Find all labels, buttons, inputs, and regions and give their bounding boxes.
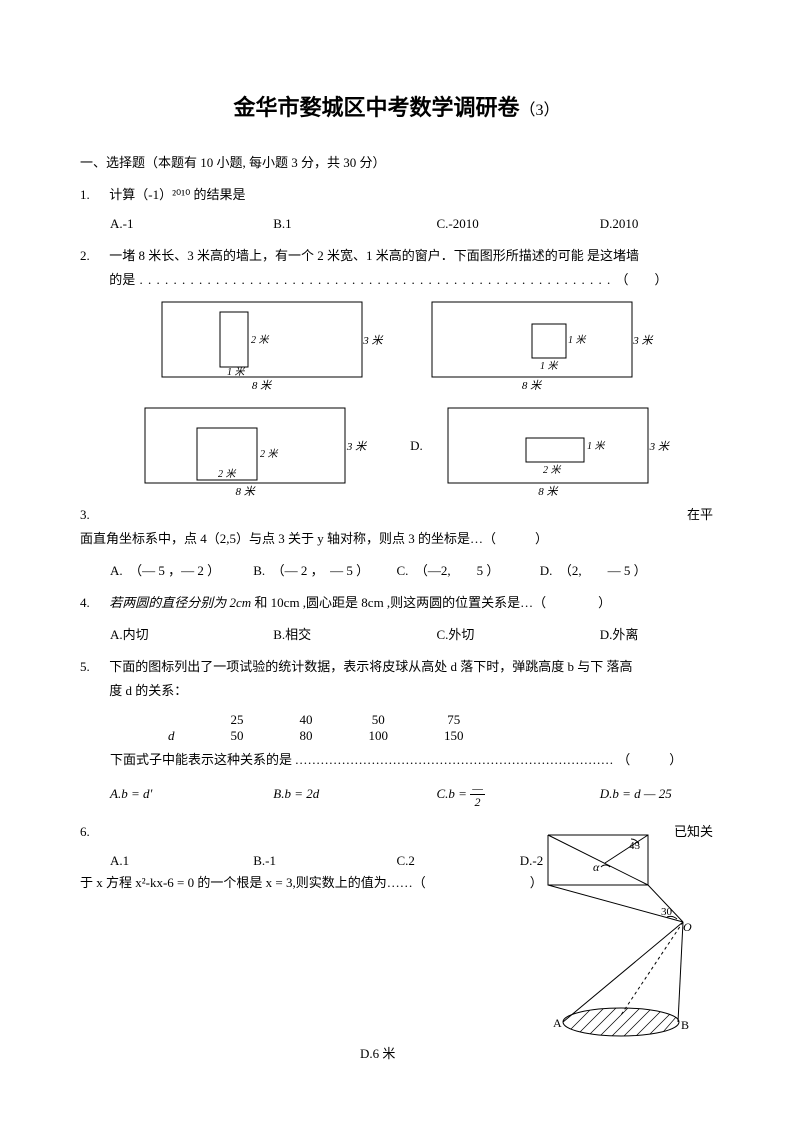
q5-opt-b: B.b = 2d	[273, 786, 433, 802]
q3-num: 3.	[80, 503, 106, 526]
svg-text:2 米: 2 米	[260, 448, 279, 460]
q6-geometry-figure: 45 α 30 O	[533, 827, 693, 1052]
section-header: 一、选择题（本题有 10 小题, 每小题 3 分，共 30 分）	[80, 152, 713, 171]
title-suffix: （3）	[520, 102, 560, 119]
q5-opt-a: A.b = d'	[110, 786, 270, 802]
q6-num: 6.	[80, 820, 106, 843]
svg-text:α: α	[593, 860, 600, 874]
q1-opt-c: C.-2010	[437, 216, 597, 232]
question-4: 4. 若两圆的直径分别为 2cm 和 10cm ,圆心距是 8cm ,则这两圆的…	[80, 591, 713, 614]
svg-text:1 米: 1 米	[587, 440, 606, 452]
q5-text: 下面的图标列出了一项试验的统计数据，表示将皮球从高处 d 落下时，弹跳高度 b …	[109, 655, 689, 702]
q3-opt-b: B. （— 2 ， — 5 ）	[253, 560, 393, 579]
q5-table: 25 40 50 75 d 50 80 100 150	[140, 712, 492, 744]
q6-opt-a: A.1	[110, 853, 250, 869]
q4-num: 4.	[80, 591, 106, 614]
q2-diagram-d: 2 米 1 米 8 米 3 米	[443, 407, 653, 485]
q1-opt-b: B.1	[273, 216, 433, 232]
q4-text: 若两圆的直径分别为 2cm 和 10cm ,圆心距是 8cm ,则这两圆的位置关…	[109, 595, 611, 610]
q1-opt-d: D.2010	[600, 216, 639, 232]
q1-options: A.-1 B.1 C.-2010 D.2010	[80, 216, 713, 232]
q5-num: 5.	[80, 655, 106, 678]
question-2: 2. 一堵 8 米长、3 米高的墙上，有一个 2 米宽、1 米高的窗户．下面图形…	[80, 244, 713, 291]
svg-text:1 米: 1 米	[568, 334, 587, 346]
q6-opt-c: C.2	[397, 853, 517, 869]
q2-d-letter: D.	[410, 438, 423, 454]
q3-opt-c: C. （—2, 5 ）	[397, 560, 537, 579]
q1-num: 1.	[80, 183, 106, 206]
q2-diagram-c: 2 米 2 米 8 米 3 米	[140, 407, 350, 485]
table-row: 25 40 50 75	[140, 712, 492, 728]
page: 金华市婺城区中考数学调研卷（3） 一、选择题（本题有 10 小题, 每小题 3 …	[0, 0, 793, 1122]
q1-text: 计算（-1）²⁰¹⁰ 的结果是	[109, 187, 245, 202]
q3-options: A. （— 5 ，— 2 ） B. （— 2 ， — 5 ） C. （—2, 5…	[80, 560, 713, 579]
q4-opt-d: D.外离	[600, 624, 639, 643]
q5-opt-c: C.b = —2	[437, 782, 597, 808]
q2-diagram-b: 1 米 1 米 8 米 3 米	[427, 301, 637, 379]
svg-text:O: O	[683, 920, 692, 934]
svg-text:2 米: 2 米	[251, 334, 270, 346]
svg-text:2 米: 2 米	[543, 464, 562, 476]
q6-opt-b: B.-1	[253, 853, 393, 869]
question-3: 3. 在平 面直角坐标系中，点 4（2,5）与点 3 关于 y 轴对称，则点 3…	[80, 503, 713, 550]
q3-opt-a: A. （— 5 ，— 2 ）	[110, 560, 250, 579]
svg-text:B: B	[681, 1018, 689, 1032]
q4-opt-c: C.外切	[437, 624, 597, 643]
q2-diagram-a: 1 米 2 米 8 米 3 米	[157, 301, 367, 379]
question-1: 1. 计算（-1）²⁰¹⁰ 的结果是	[80, 183, 713, 206]
q4-options: A.内切 B.相交 C.外切 D.外离	[80, 624, 713, 643]
svg-text:2 米: 2 米	[218, 468, 237, 480]
question-5: 5. 下面的图标列出了一项试验的统计数据，表示将皮球从高处 d 落下时，弹跳高度…	[80, 655, 713, 702]
q3-trail: 在平	[687, 503, 713, 526]
q2-text: 一堵 8 米长、3 米高的墙上，有一个 2 米宽、1 米高的窗户．下面图形所描述…	[109, 244, 689, 291]
svg-text:45: 45	[629, 840, 641, 852]
q2-num: 2.	[80, 244, 106, 267]
title-main: 金华市婺城区中考数学调研卷	[233, 95, 519, 120]
q3-opt-d: D. （2, — 5 ）	[540, 560, 647, 579]
q2-diagrams-row2: 2 米 2 米 8 米 3 米 D. 2 米 1 米 8 米 3 米	[80, 407, 713, 485]
table-row: d 50 80 100 150	[140, 728, 492, 744]
q5-line3: 下面式子中能表示这种关系的是 .........................…	[80, 748, 713, 771]
page-title: 金华市婺城区中考数学调研卷（3）	[80, 90, 713, 122]
svg-text:1 米: 1 米	[227, 366, 246, 378]
q2-dots: . . . . . . . . . . . . . . . . . . . . …	[135, 272, 615, 287]
svg-text:A: A	[553, 1016, 562, 1030]
q4-opt-b: B.相交	[273, 624, 433, 643]
q3-line2: 面直角坐标系中，点 4（2,5）与点 3 关于 y 轴对称，则点 3 的坐标是……	[80, 531, 548, 546]
q2-diagrams-row1: 1 米 2 米 8 米 3 米 1 米 1 米 8 米 3 米	[80, 301, 713, 379]
q6-d6: D.6 米	[360, 1043, 395, 1062]
q5-opt-d: D.b = d — 25	[600, 786, 672, 802]
svg-text:1 米: 1 米	[540, 360, 559, 372]
q1-opt-a: A.-1	[110, 216, 270, 232]
q5-options: A.b = d' B.b = 2d C.b = —2 D.b = d — 25	[80, 782, 713, 808]
q4-opt-a: A.内切	[110, 624, 270, 643]
